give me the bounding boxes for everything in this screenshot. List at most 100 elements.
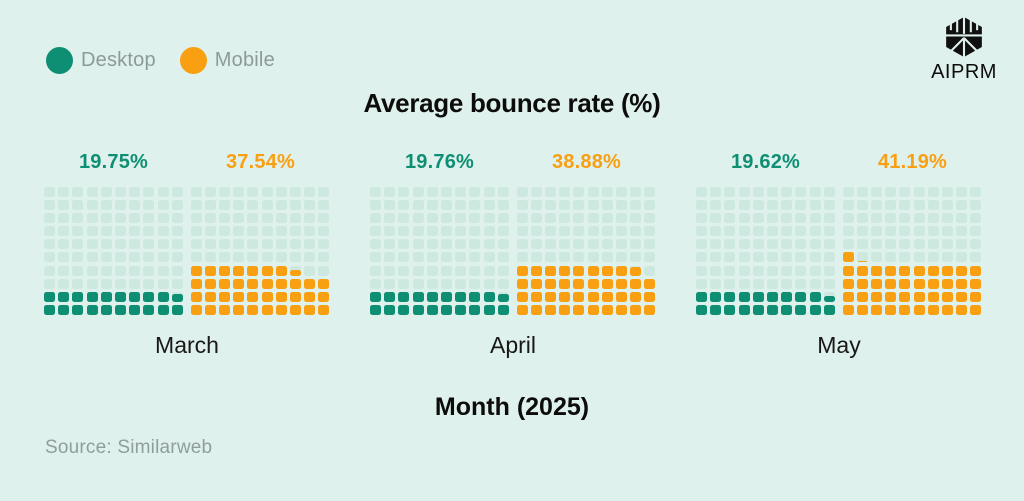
waffle-cell-partial-fill (856, 260, 868, 263)
waffle-cell (455, 187, 467, 197)
waffle-cell (497, 239, 509, 250)
waffle-cell (426, 239, 438, 250)
waffle-cell (190, 291, 202, 302)
waffle-cell (86, 213, 98, 224)
waffle-cell (157, 213, 169, 224)
waffle-cell (766, 291, 778, 302)
waffle-cell (247, 252, 259, 263)
waffle-cell (398, 213, 410, 224)
waffle-cell (601, 278, 613, 289)
waffle-cell (290, 213, 301, 224)
value-label-mobile-march: 37.54% (225, 151, 296, 173)
waffle-cell (86, 252, 98, 263)
waffle-cell (204, 200, 216, 211)
waffle-cell (842, 200, 854, 211)
waffle-cell (275, 291, 287, 302)
waffle-cell (44, 291, 55, 302)
waffle-cell (275, 265, 287, 276)
waffle-cell (956, 278, 968, 289)
waffle-cell (469, 291, 481, 302)
waffle-cell (559, 213, 571, 224)
waffle-cell (440, 239, 452, 250)
waffle-cell (516, 213, 528, 224)
waffle-cell (44, 239, 55, 250)
waffle-cell (100, 187, 112, 197)
waffle-cell (871, 213, 883, 224)
waffle-cell (370, 252, 381, 263)
waffle-cell (927, 213, 939, 224)
waffle-cell (530, 187, 542, 197)
waffle-cell (114, 200, 126, 211)
waffle-cell (219, 226, 231, 237)
waffle-cell (573, 200, 585, 211)
waffle-cell (696, 278, 707, 289)
waffle-cell (601, 291, 613, 302)
waffle-cell (545, 265, 557, 276)
waffle-cell (171, 291, 183, 302)
waffle-cell (970, 278, 982, 289)
waffle-cell (483, 265, 495, 276)
waffle-cell (426, 187, 438, 197)
waffle-cell (86, 304, 98, 315)
waffle-cell (129, 226, 141, 237)
waffle-cell (129, 187, 141, 197)
waffle-cell (440, 265, 452, 276)
waffle-cell (497, 265, 509, 276)
waffle-cell (970, 265, 982, 276)
waffle-cell (573, 291, 585, 302)
waffle-cell (370, 200, 381, 211)
waffle-cell (856, 291, 868, 302)
waffle-cell (724, 239, 736, 250)
waffle-cell (644, 265, 656, 276)
waffle-cell (497, 226, 509, 237)
waffle-cell (384, 187, 396, 197)
waffle-cell (483, 200, 495, 211)
waffle-desktop-march (44, 187, 183, 315)
waffle-cell (856, 278, 868, 289)
waffle-cell (956, 200, 968, 211)
waffle-cell (516, 265, 528, 276)
waffle-cell (885, 239, 897, 250)
waffle-cell (630, 265, 642, 276)
waffle-cell (809, 291, 821, 302)
waffle-cell (752, 200, 764, 211)
waffle-cell (370, 239, 381, 250)
waffle-cell (696, 200, 707, 211)
waffle-cell (86, 265, 98, 276)
waffle-cell (275, 304, 287, 315)
waffle-cell (190, 304, 202, 315)
waffle-cell (710, 265, 722, 276)
waffle-cell (710, 226, 722, 237)
waffle-cell (516, 200, 528, 211)
waffle-cell (630, 200, 642, 211)
waffle-cell (219, 278, 231, 289)
waffle-cell (766, 213, 778, 224)
waffle-cell (143, 278, 155, 289)
legend-item-desktop: Desktop (46, 47, 156, 74)
waffle-cell (497, 200, 509, 211)
waffle-cell (455, 226, 467, 237)
waffle-cell (318, 226, 330, 237)
waffle-cell (616, 226, 627, 237)
waffle-cell (644, 200, 656, 211)
brand-name: AIPRM (931, 61, 997, 83)
waffle-cell (738, 239, 750, 250)
waffle-cell (114, 265, 126, 276)
waffle-cell (644, 213, 656, 224)
waffle-cell (129, 304, 141, 315)
waffle-cell (738, 200, 750, 211)
waffle-cell (823, 265, 835, 276)
waffle-cell (587, 265, 599, 276)
waffle-cell (318, 278, 330, 289)
waffle-cell (516, 304, 528, 315)
waffle-cell (956, 239, 968, 250)
waffle-cell (304, 200, 316, 211)
waffle-cell (318, 213, 330, 224)
waffle-cell (370, 226, 381, 237)
waffle-cell (100, 265, 112, 276)
waffle-cell (318, 291, 330, 302)
waffle-cell (738, 278, 750, 289)
waffle-cell (129, 291, 141, 302)
waffle-cell (545, 187, 557, 197)
month-label-may: May (817, 331, 861, 358)
